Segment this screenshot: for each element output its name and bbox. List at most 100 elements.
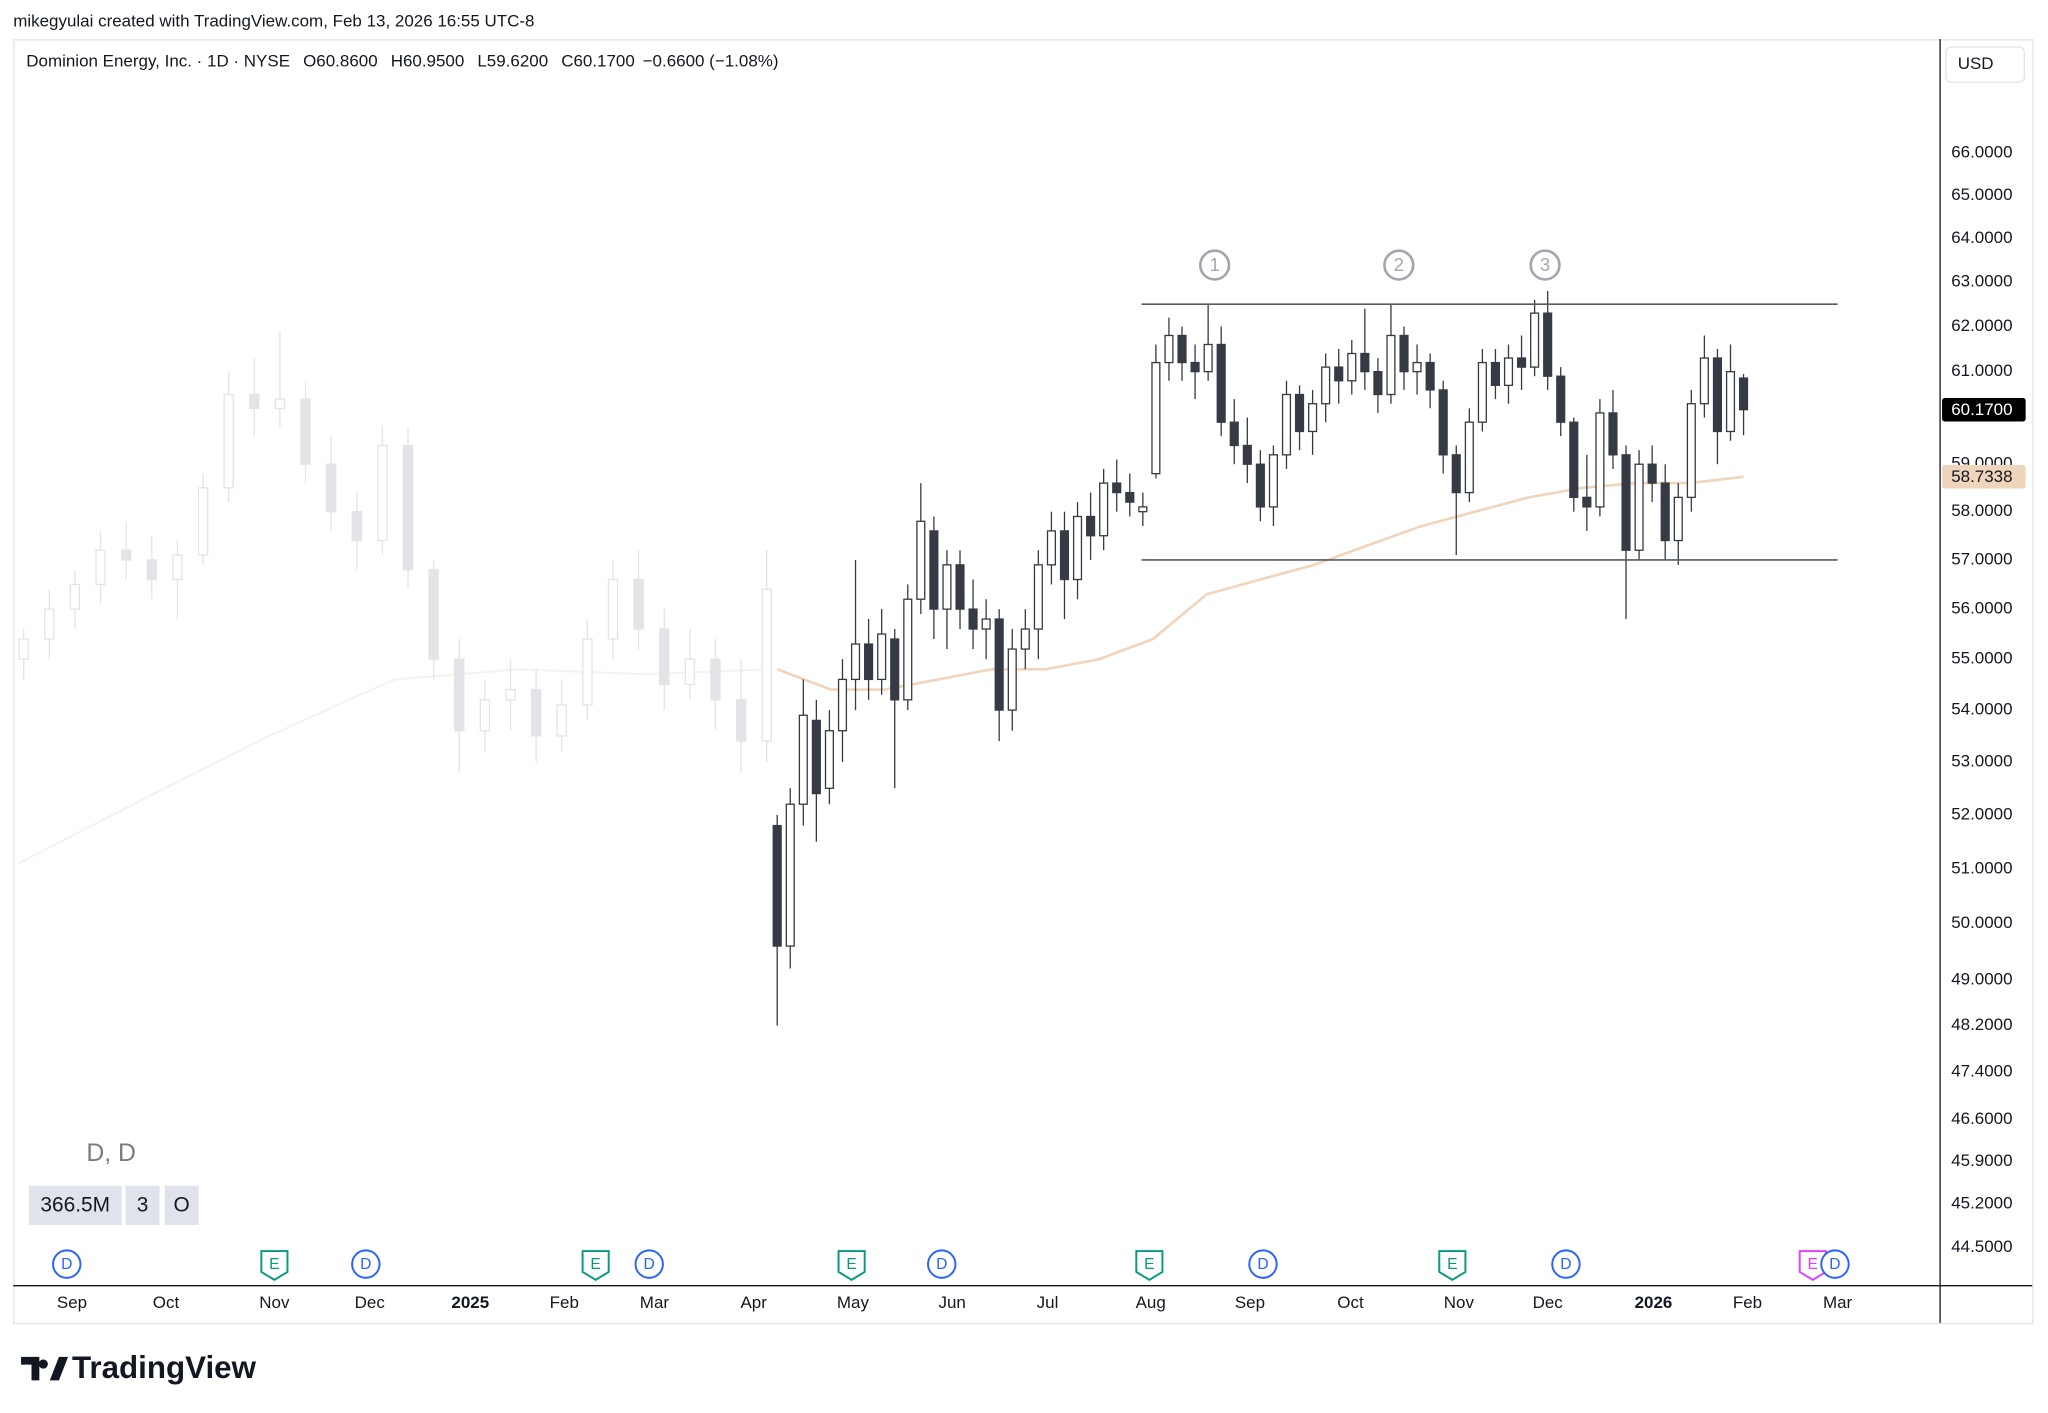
event-badge — [1551, 1249, 1581, 1279]
event-label: E — [846, 1256, 856, 1273]
candle-body — [1072, 515, 1083, 581]
y-tick-label: 56.0000 — [1951, 599, 2012, 618]
candle-body — [402, 444, 414, 571]
candle-body — [1046, 530, 1056, 566]
candle-body — [274, 398, 286, 409]
candle-body — [955, 564, 965, 610]
candle-body — [556, 704, 567, 737]
candle-body — [1033, 564, 1043, 630]
y-tick-label: 51.0000 — [1951, 858, 2012, 877]
ma-price-tag: 58.7338 — [1951, 467, 2012, 486]
y-tick-label: 45.9000 — [1951, 1151, 2012, 1170]
x-tick-label: Dec — [355, 1293, 386, 1312]
candle-body — [1543, 312, 1553, 377]
candle-body — [69, 583, 81, 610]
candle-body — [1634, 463, 1644, 551]
legend-key: C — [561, 52, 573, 71]
event-badge — [1798, 1250, 1827, 1281]
event-badge — [351, 1249, 381, 1279]
candle-body — [1281, 393, 1292, 456]
legend-value: 60.8600 — [316, 52, 377, 71]
logo: TradingView — [21, 1350, 257, 1385]
candle-body — [1738, 377, 1749, 411]
moving-average-line — [17, 668, 771, 865]
candle-body — [837, 678, 848, 732]
y-tick-label: 50.0000 — [1951, 913, 2012, 932]
event-label: E — [269, 1256, 279, 1273]
candle-body — [890, 638, 900, 701]
candle-body — [1112, 482, 1122, 494]
candle-body — [1673, 496, 1683, 542]
x-tick-label: 2025 — [451, 1293, 489, 1312]
candle-body — [684, 658, 696, 686]
candle-body — [1255, 463, 1265, 508]
ma-price-tag-box — [1942, 465, 2026, 489]
candle-body — [929, 530, 939, 610]
candle-body — [1360, 352, 1370, 373]
candle-body — [1647, 463, 1657, 484]
badge-label: 3 — [137, 1194, 149, 1217]
event-badge — [837, 1250, 866, 1281]
candle-body — [223, 393, 234, 489]
x-tick-label: Aug — [1136, 1293, 1166, 1312]
y-tick-label: 58.0000 — [1951, 501, 2012, 520]
candle-body — [1608, 412, 1618, 456]
candle-body — [633, 578, 644, 630]
candle-body — [981, 618, 991, 630]
event-badge — [634, 1249, 664, 1279]
annotation-label: 3 — [1540, 254, 1550, 275]
event-badge — [581, 1250, 610, 1281]
candle-body — [1451, 454, 1461, 494]
moving-average-line — [776, 475, 1744, 691]
candle-body — [505, 688, 516, 701]
y-tick-label: 52.0000 — [1951, 804, 2012, 823]
candle-body — [1059, 530, 1070, 581]
candle-body — [735, 699, 747, 742]
x-tick-label: Jun — [938, 1293, 965, 1312]
y-tick-label: 57.0000 — [1951, 549, 2012, 568]
candle-body — [325, 463, 337, 513]
y-tick-label: 48.2000 — [1951, 1015, 2012, 1034]
candle-body — [1386, 334, 1396, 396]
x-tick-label: Nov — [1444, 1293, 1475, 1312]
candle-body — [864, 643, 874, 681]
legend-value: 59.6200 — [487, 52, 548, 71]
legend-value: 60.9500 — [403, 52, 464, 71]
x-tick-label: Nov — [259, 1293, 290, 1312]
x-tick-label: May — [837, 1293, 870, 1312]
candle-body — [1556, 375, 1566, 423]
event-label: D — [1257, 1256, 1268, 1273]
y-tick-label: 49.0000 — [1951, 969, 2012, 988]
candle-body — [1399, 334, 1409, 373]
badge-box — [28, 1185, 122, 1225]
event-label: D — [61, 1256, 72, 1273]
event-badge — [1820, 1249, 1850, 1279]
candle-body — [824, 730, 834, 789]
last-price-tag-box — [1942, 397, 2026, 422]
candle-body — [1020, 628, 1030, 650]
event-label: E — [1808, 1256, 1818, 1273]
y-tick-label: 66.0000 — [1951, 142, 2012, 161]
candle-body — [1712, 357, 1723, 433]
candle-body — [1621, 454, 1631, 551]
y-tick-label: 63.0000 — [1951, 272, 2012, 291]
legend-key: H — [391, 52, 403, 71]
candle-body — [428, 569, 439, 660]
y-tick-label: 55.0000 — [1951, 649, 2012, 668]
y-tick-label: 54.0000 — [1951, 700, 2012, 719]
candle-body — [1321, 366, 1331, 405]
candle-body — [18, 638, 29, 660]
badge-label: O — [174, 1194, 190, 1217]
event-label: E — [1447, 1256, 1457, 1273]
candle-body — [1516, 357, 1527, 368]
candle-body — [942, 564, 952, 610]
candle-body — [1530, 312, 1540, 368]
candle-body — [1242, 444, 1252, 465]
legend: Dominion Energy, Inc. · 1D · NYSE O60.860… — [26, 52, 778, 71]
annotation-circle — [1198, 249, 1231, 281]
annotation-circle — [1529, 249, 1561, 281]
x-tick-label: 2026 — [1635, 1293, 1673, 1312]
currency-box — [1945, 46, 2025, 83]
candle-body — [785, 803, 795, 947]
